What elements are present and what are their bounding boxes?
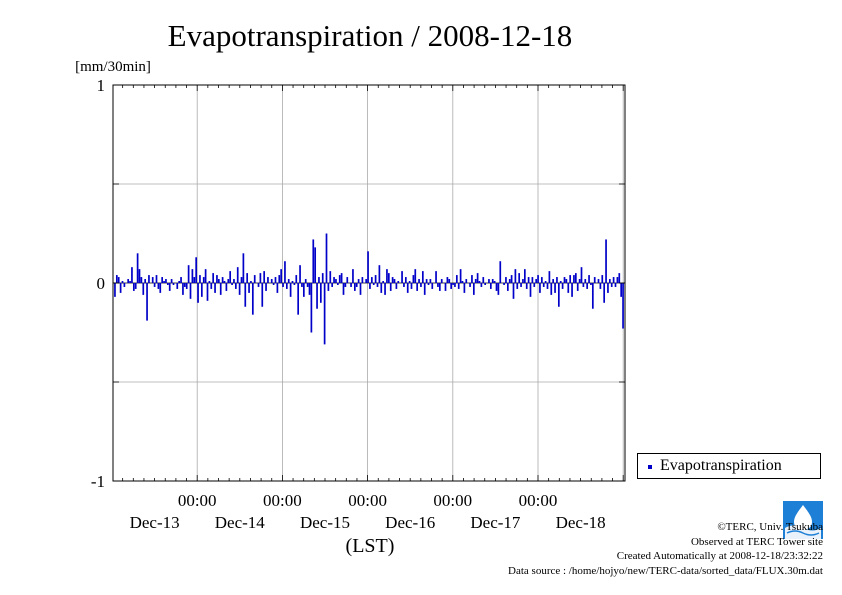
legend-label: Evapotranspiration (660, 457, 782, 474)
chart-title: Evapotranspiration / 2008-12-18 (168, 18, 573, 53)
site-text: Observed at TERC Tower site (690, 535, 823, 548)
y-tick-label: 0 (97, 274, 106, 293)
copyright-text: ©TERC, Univ. Tsukuba (717, 521, 823, 533)
x-tick-date: Dec-16 (385, 513, 435, 532)
terc-logo-icon (783, 501, 823, 539)
x-tick-time: 00:00 (348, 491, 387, 510)
axis-ticks (113, 84, 625, 482)
created-text: Created Automatically at 2008-12-18/23:3… (616, 550, 823, 563)
x-tick-time: 00:00 (519, 491, 558, 510)
bar-series (114, 233, 624, 345)
x-tick-time: 00:00 (263, 491, 302, 510)
y-tick-labels: 1 0 -1 (91, 76, 105, 491)
y-axis-unit: [mm/30min] (75, 59, 151, 75)
x-tick-date: Dec-17 (470, 513, 521, 532)
x-tick-time: 00:00 (178, 491, 217, 510)
x-tick-date: Dec-15 (300, 513, 350, 532)
x-axis-label: (LST) (346, 535, 395, 557)
legend-swatch (648, 465, 652, 469)
x-tick-date: Dec-18 (556, 513, 606, 532)
source-text: Data source : /home/hojyo/new/TERC-data/… (508, 565, 823, 578)
y-tick-label: 1 (97, 76, 106, 95)
x-tick-labels: 00:00 Dec-13 00:00 Dec-14 00:00 Dec-15 00:00 De… (130, 491, 606, 532)
x-tick-date: Dec-13 (130, 513, 180, 532)
legend: Evapotranspiration (637, 453, 821, 479)
y-tick-label: -1 (91, 472, 105, 491)
credits: ©TERC, Univ. Tsukuba Observed at TERC To… (508, 520, 823, 579)
x-tick-date: Dec-14 (215, 513, 266, 532)
x-tick-time: 00:00 (433, 491, 472, 510)
